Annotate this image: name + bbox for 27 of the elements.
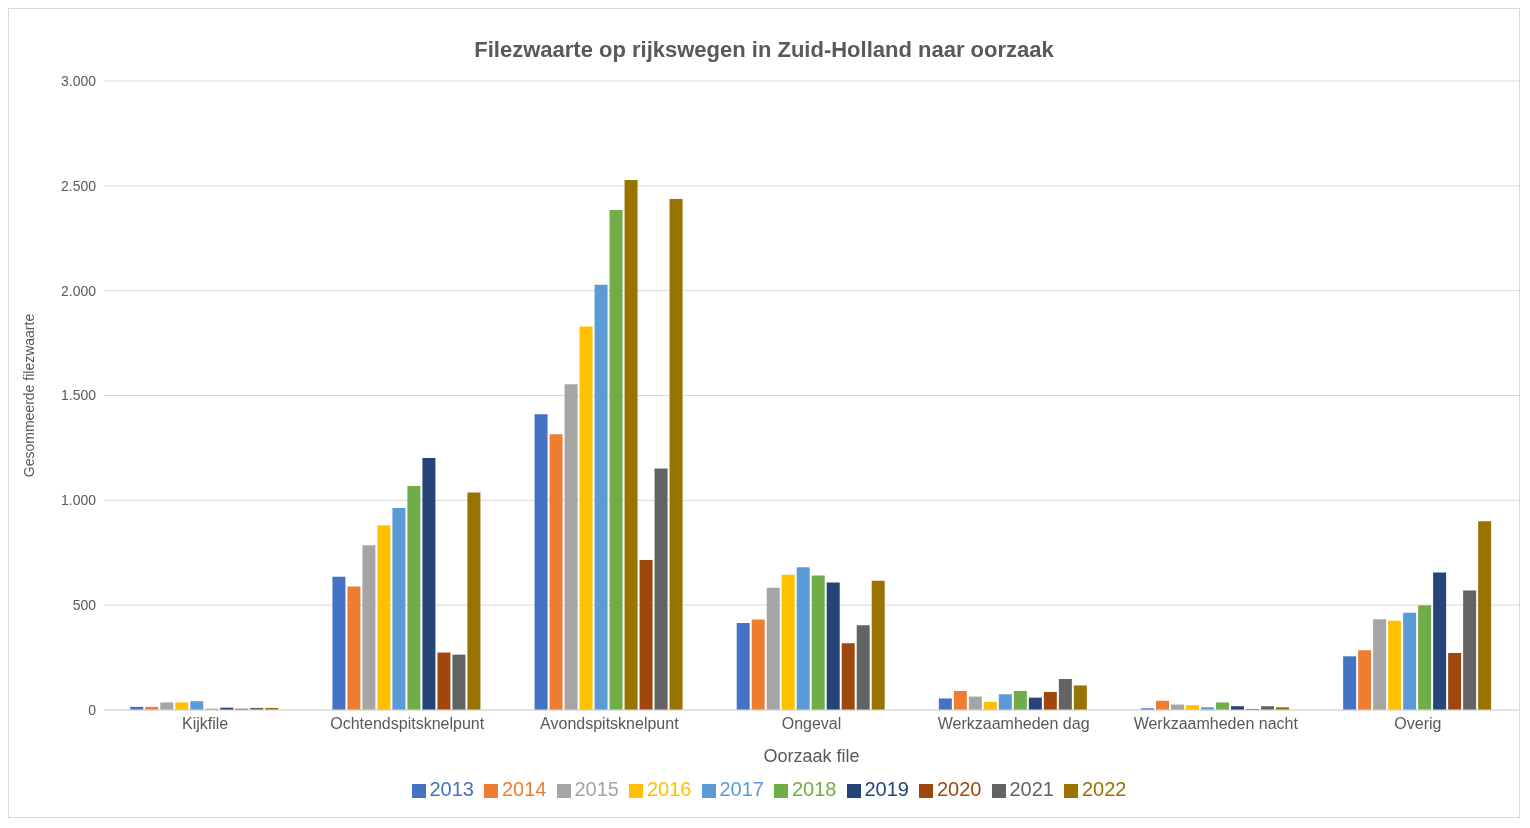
legend-label: 2013 (429, 778, 474, 800)
y-tick-label: 2.000 (60, 282, 97, 299)
x-tick-label: Ochtendspitsknelpunt (330, 715, 485, 733)
legend-label: 2021 (1009, 778, 1054, 800)
x-tick-label: Overig (1394, 715, 1442, 733)
y-tick-label: 1.000 (60, 492, 97, 509)
legend-label: 2016 (647, 778, 692, 800)
y-tick-label: 3.000 (60, 72, 97, 89)
y-tick-label: 2.500 (60, 177, 97, 194)
x-tick-label: Ongeval (781, 715, 842, 733)
legend-label: 2015 (574, 778, 619, 800)
x-tick-label: Werkzaamheden nacht (1133, 715, 1299, 733)
x-tick-label: Kijkfile (181, 715, 229, 733)
legend-label: 2019 (864, 778, 909, 800)
y-tick-label: 0 (88, 701, 97, 718)
legend-label: 2017 (719, 778, 764, 800)
legend-label: 2018 (792, 778, 837, 800)
x-tick-label: Avondspitsknelpunt (540, 715, 680, 733)
x-tick-label: Werkzaamheden dag (937, 715, 1090, 733)
legend-label: 2020 (937, 778, 982, 800)
legend-label: 2014 (502, 778, 547, 800)
legend-label: 2022 (1082, 778, 1127, 800)
x-axis-title: Oorzaak file (763, 746, 860, 766)
y-tick-label: 500 (72, 597, 97, 614)
chart-title: Filezwaarte op rijkswegen in Zuid-Holland naar oorzaak (473, 36, 1055, 64)
y-tick-label: 1.500 (60, 387, 97, 404)
y-axis-title: Gesommeerde filezwaarte (20, 313, 37, 478)
